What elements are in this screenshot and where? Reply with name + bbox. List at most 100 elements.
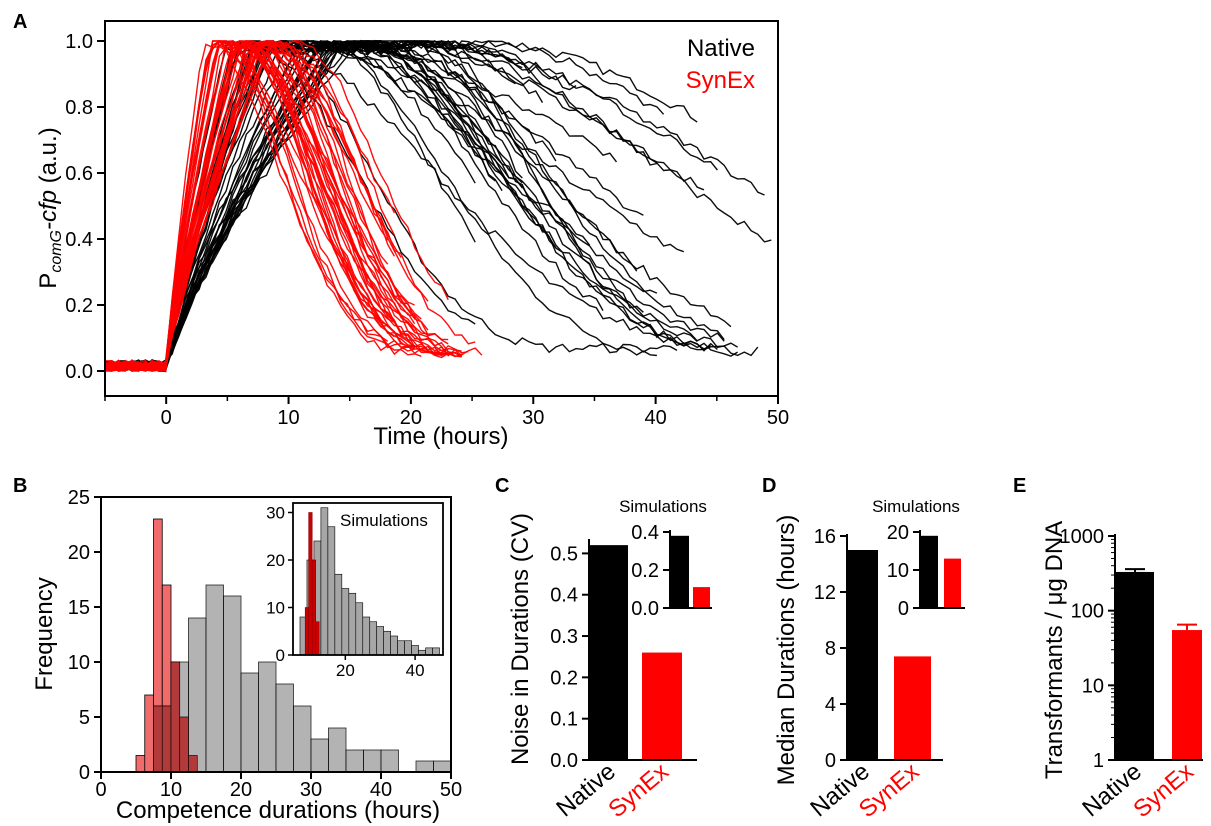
b-bar-native-9 bbox=[310, 738, 329, 773]
d-ytick-label: 4 bbox=[825, 694, 836, 716]
panel-c-ylabel: Noise in Durations (CV) bbox=[507, 513, 534, 765]
a-xtick-label: 20 bbox=[400, 407, 422, 429]
e-category-synex: SynEx bbox=[1128, 758, 1198, 823]
panel-b-inset: 20 40 0 10 20 30 Simulations bbox=[266, 502, 444, 680]
c-ytick-label: 0.2 bbox=[550, 667, 578, 689]
a-ytick-label: 0.0 bbox=[65, 361, 93, 383]
d-bar-synex bbox=[894, 656, 931, 760]
b-ytick-label: 5 bbox=[79, 707, 90, 729]
b-ytick-label: 25 bbox=[68, 487, 90, 509]
b-inset-xtick-label: 20 bbox=[336, 661, 355, 680]
b-inset-bar-native-18 bbox=[425, 647, 433, 656]
panel-b-label: B bbox=[13, 475, 27, 497]
a-ytick-label: 0.4 bbox=[65, 229, 93, 251]
trace-synex-39 bbox=[104, 44, 416, 370]
d-inset-bar-synex bbox=[944, 558, 961, 608]
b-inset-bar-native-5 bbox=[334, 573, 343, 656]
d-inset-bar-native bbox=[921, 535, 938, 608]
b-inset-ytick-label: 20 bbox=[266, 551, 285, 570]
b-xtick-label: 10 bbox=[160, 779, 182, 801]
b-ytick-label: 10 bbox=[68, 652, 90, 674]
b-xtick-label: 50 bbox=[440, 779, 462, 801]
c-inset-bar-synex bbox=[693, 587, 710, 608]
b-xtick-label: 40 bbox=[370, 779, 392, 801]
b-bar-native-12 bbox=[363, 749, 382, 773]
trace-native-33 bbox=[104, 40, 665, 372]
c-bar-synex bbox=[642, 652, 682, 760]
panel-a-label: A bbox=[13, 11, 27, 33]
a-xtick-label: 10 bbox=[277, 407, 299, 429]
b-bar-overlap bbox=[188, 755, 198, 773]
panel-d-ylabel: Median Durations (hours) bbox=[773, 515, 800, 786]
c-category-synex: SynEx bbox=[603, 758, 673, 823]
b-ytick-label: 20 bbox=[68, 542, 90, 564]
e-ytick-label: 1000 bbox=[1060, 526, 1105, 548]
c-bar-native bbox=[590, 545, 628, 760]
b-ytick-label: 15 bbox=[68, 597, 90, 619]
b-bar-overlap bbox=[161, 705, 172, 773]
panel-b-ticks: 0 10 20 30 40 50 0 5 10 15 20 25 bbox=[68, 487, 462, 801]
c-ytick-label: 0.3 bbox=[550, 626, 578, 648]
b-bar-native-5 bbox=[240, 672, 259, 773]
panel-d-label: D bbox=[762, 475, 776, 497]
b-xtick-label: 20 bbox=[230, 779, 252, 801]
b-bar-overlap bbox=[179, 716, 189, 773]
panel-c-inset-title: Simulations bbox=[619, 497, 707, 516]
trace-native-17 bbox=[104, 40, 772, 370]
panel-b-histogram: 0 10 20 30 40 50 0 5 10 15 20 25 20 40 0 10 20 30 Simulat… bbox=[31, 487, 462, 824]
legend-synex: SynEx bbox=[686, 67, 755, 94]
trace-native-36 bbox=[104, 40, 638, 372]
b-xtick-label: 30 bbox=[300, 779, 322, 801]
b-bar-native-6 bbox=[258, 661, 277, 773]
b-inset-bar-native-11 bbox=[376, 626, 384, 656]
trace-native-39 bbox=[104, 40, 658, 373]
d-ytick-label: 16 bbox=[814, 526, 836, 548]
b-inset-frame bbox=[292, 502, 444, 656]
trace-synex-36 bbox=[104, 41, 389, 372]
c-inset-bar-native bbox=[671, 535, 689, 608]
e-bar-synex bbox=[1172, 630, 1202, 760]
b-bar-synex-1 bbox=[144, 694, 154, 773]
b-inset-bar-native-12 bbox=[383, 630, 391, 656]
panel-a-line-chart: 0 10 20 30 40 50 0.0 0.2 0.4 0.6 0.8 1.0 Time (hour… bbox=[35, 20, 789, 450]
c-ytick-label: 0.1 bbox=[550, 709, 578, 731]
c-ytick-label: 0.5 bbox=[550, 543, 578, 565]
panel-a-ticks: 0 10 20 30 40 50 0.0 0.2 0.4 0.6 0.8 1.0 bbox=[65, 31, 789, 429]
trace-native-35 bbox=[104, 40, 577, 370]
e-ytick-label: 1 bbox=[1093, 750, 1104, 772]
panel-a-traces bbox=[104, 39, 772, 373]
d-ytick-label: 12 bbox=[814, 582, 836, 604]
b-bar-native-4 bbox=[223, 595, 242, 773]
panel-a-ylabel: PcomG-cfp (a.u.) bbox=[35, 127, 65, 288]
panel-b-frame bbox=[100, 496, 452, 773]
b-inset-bar-native-13 bbox=[390, 635, 398, 656]
b-inset-bar-native-7 bbox=[348, 592, 357, 656]
trace-synex-26 bbox=[104, 44, 469, 371]
b-inset-bar-native-14 bbox=[397, 640, 405, 656]
legend-native: Native bbox=[687, 35, 755, 62]
panel-d-inset-title: Simulations bbox=[872, 497, 960, 516]
b-inset-bar-native-8 bbox=[355, 602, 364, 656]
d-inset-ytick-label: 0 bbox=[898, 598, 909, 620]
a-ytick-label: 0.2 bbox=[65, 295, 93, 317]
trace-synex-34 bbox=[104, 40, 389, 372]
a-xtick-label: 30 bbox=[522, 407, 544, 429]
b-inset-bar-native-3 bbox=[320, 507, 329, 656]
b-bar-native-14 bbox=[415, 760, 434, 773]
b-bar-native-2 bbox=[188, 617, 207, 773]
b-bar-native-13 bbox=[380, 749, 399, 773]
a-xtick-label: 40 bbox=[645, 407, 667, 429]
a-ytick-label: 0.6 bbox=[65, 163, 93, 185]
b-inset-ytick-label: 30 bbox=[266, 504, 285, 523]
b-bar-native-15 bbox=[433, 760, 452, 773]
d-bar-native bbox=[848, 550, 878, 760]
b-inset-bar-native-16 bbox=[411, 645, 419, 656]
b-bar-native-7 bbox=[275, 683, 294, 773]
b-inset-ytick-label: 10 bbox=[266, 599, 285, 618]
trace-native-20 bbox=[104, 39, 718, 372]
d-ytick-label: 8 bbox=[825, 638, 836, 660]
b-inset-bar-synex-3 bbox=[315, 621, 320, 656]
